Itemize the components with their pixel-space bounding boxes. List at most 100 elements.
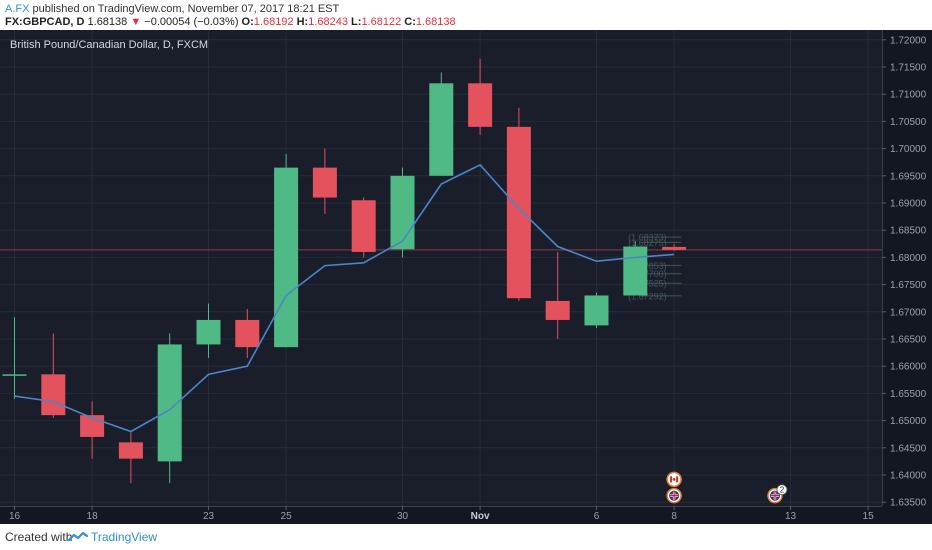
chart-title: British Pound/Canadian Dollar, D, FXCM: [10, 39, 208, 51]
price-axis-label: 1.64500: [890, 443, 927, 454]
time-axis-label: 16: [9, 511, 21, 522]
price-axis-label: 1.67500: [890, 280, 927, 291]
candle: [468, 58, 493, 135]
candle: [157, 333, 182, 484]
price-change: −0.00054 (−0.03%): [144, 16, 239, 28]
flag-band: [676, 476, 679, 483]
event-count-badge: [776, 484, 788, 496]
candle-body-up: [623, 246, 648, 296]
low-value: 1.68122: [361, 16, 402, 28]
candle-body-up: [196, 319, 221, 345]
candle: [390, 167, 415, 258]
overlay-level-label: (1.67700): [628, 269, 667, 279]
flag-leaf: [672, 477, 676, 481]
price-axis-label: 1.69000: [890, 198, 927, 209]
candle: [2, 317, 27, 399]
price-axis-label: 1.68500: [890, 226, 927, 237]
moving-average-line: [14, 163, 675, 433]
open-label: O:: [241, 16, 254, 28]
candle: [235, 309, 260, 359]
price-axis-label: 1.71000: [890, 90, 927, 101]
candle-body-down: [118, 442, 143, 459]
price-axis-label: 1.70500: [890, 117, 927, 128]
overlay-level-label: (1.67525): [628, 279, 667, 289]
time-axis-label: 6: [594, 511, 600, 522]
published-text: published on TradingView.com, November 0…: [29, 3, 340, 15]
price-axis-label: 1.69500: [890, 171, 927, 182]
grid-lines: [0, 30, 882, 506]
down-arrow-icon: ▼: [130, 16, 142, 28]
candle-body-up: [429, 83, 454, 176]
price-axis-label: 1.72000: [890, 35, 927, 46]
time-axis-label: 23: [203, 511, 215, 522]
uk-flag-icon[interactable]: 2: [767, 484, 788, 504]
uk-flag-icon[interactable]: [666, 487, 682, 504]
price-axis-label: 1.65000: [890, 416, 927, 427]
candle-body-down: [351, 200, 376, 252]
candle-body-up: [2, 374, 27, 376]
price-axis-label: 1.71500: [890, 62, 927, 73]
candle-body-down: [41, 374, 66, 416]
candle: [584, 292, 609, 329]
last-price: 1.68138: [87, 16, 128, 28]
candle-body-up: [274, 167, 299, 348]
canada-flag-icon[interactable]: [666, 471, 682, 488]
overlay-level-label: (1.67853): [628, 261, 667, 271]
price-axis-label: 1.68000: [890, 253, 927, 264]
tradingview-logo-icon[interactable]: [68, 531, 88, 543]
candle: [623, 241, 648, 296]
close-value: 1.68138: [415, 16, 456, 28]
overlay-level-label: (1.68373): [628, 233, 667, 243]
symbol-label: FX:GBPCAD, D: [5, 16, 85, 28]
time-axis-label: 8: [671, 511, 677, 522]
candle: [351, 197, 376, 258]
candle-body-down: [545, 300, 570, 320]
candle-body-down: [662, 246, 687, 250]
candles: [2, 58, 687, 484]
price-axis-label: 1.65500: [890, 389, 927, 400]
quote-line: FX:GBPCAD, D 1.68138 ▼ −0.00054 (−0.03%)…: [5, 16, 456, 28]
high-label: H:: [296, 16, 309, 28]
candle: [196, 303, 221, 359]
author-link[interactable]: A.FX: [5, 3, 30, 15]
candle: [662, 244, 687, 251]
flag-band: [670, 476, 673, 483]
overlay-labels: (1.68373)(1.68275)(1.67853)(1.67700)(1.6…: [628, 233, 682, 301]
chart-header: A.FX published on TradingView.com, Novem…: [0, 0, 932, 30]
candle: [274, 154, 299, 348]
high-value: 1.68243: [308, 16, 348, 28]
event-count-label: 2: [780, 486, 785, 495]
candle: [429, 72, 454, 176]
candle-body-down: [235, 319, 260, 348]
price-axis-label: 1.70000: [890, 144, 927, 155]
candle: [545, 251, 570, 339]
price-axis-label: 1.66000: [890, 362, 927, 373]
time-axis-label: 25: [281, 511, 293, 522]
price-axis-label: 1.67000: [890, 307, 927, 318]
candlestick-chart[interactable]: 1.72000 1.71500 1.71000 1.70500 1.70000 1.695…: [0, 30, 932, 524]
candle-body-up: [584, 295, 609, 326]
candle: [312, 148, 337, 214]
candle: [506, 107, 531, 301]
price-axis-label: 1.66500: [890, 334, 927, 345]
candle-body-down: [468, 83, 493, 127]
publish-info: A.FX published on TradingView.com, Novem…: [5, 3, 339, 15]
tradingview-brand-link[interactable]: TradingView: [91, 530, 158, 544]
footer: Created with TradingView: [0, 524, 932, 550]
chart-area[interactable]: 1.72000 1.71500 1.71000 1.70500 1.70000 1.695…: [0, 30, 932, 524]
overlay-level-label: (1.68275): [628, 238, 667, 248]
time-axis-label: 30: [397, 511, 409, 522]
time-axis-label: Nov: [471, 511, 490, 522]
low-label: L:: [351, 16, 362, 28]
price-axis-label: 1.64000: [890, 470, 927, 481]
overlay-level-label: (1.67292): [628, 291, 667, 301]
candle: [118, 431, 143, 484]
close-label: C:: [404, 16, 416, 28]
candle: [41, 333, 66, 418]
time-axis-label: 18: [87, 511, 99, 522]
candle-body-up: [390, 175, 415, 250]
time-axis-label: 13: [785, 511, 797, 522]
candle-body-down: [312, 167, 337, 198]
created-with-text: Created with: [5, 530, 73, 544]
price-axis-label: 1.63500: [890, 498, 927, 509]
